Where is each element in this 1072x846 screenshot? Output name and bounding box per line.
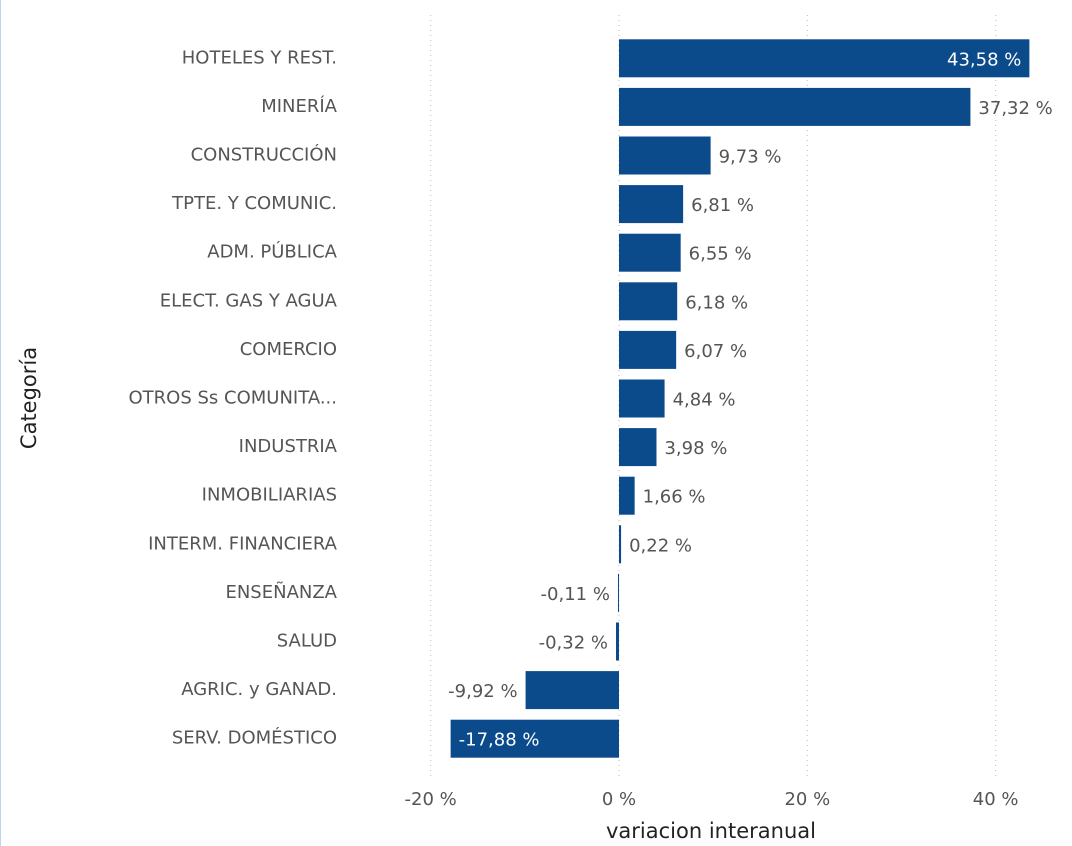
- bar: [619, 136, 711, 175]
- bar: [619, 87, 971, 126]
- y-tick-label: INTERM. FINANCIERA: [148, 533, 338, 554]
- y-tick-label: ELECT. GAS Y AGUA: [160, 290, 338, 311]
- data-label: 6,18 %: [685, 292, 748, 313]
- bar: [617, 573, 619, 612]
- y-tick-label: TPTE. Y COMUNIC.: [171, 193, 337, 214]
- x-tick-label: 20 %: [784, 789, 830, 810]
- bar: [619, 476, 635, 515]
- x-tick-label: -20 %: [405, 789, 457, 810]
- y-axis-title: Categoría: [17, 347, 41, 449]
- bar: [619, 185, 684, 224]
- y-tick-label: ENSEÑANZA: [225, 581, 337, 603]
- y-tick-label: HOTELES Y REST.: [182, 47, 337, 68]
- y-tick-label: CONSTRUCCIÓN: [191, 144, 337, 166]
- y-tick-label: SALUD: [277, 631, 337, 652]
- bar: [525, 671, 619, 710]
- bar: [619, 525, 622, 564]
- data-label: 9,73 %: [719, 147, 782, 168]
- y-tick-label: MINERÍA: [261, 95, 337, 117]
- bar: [619, 39, 1030, 78]
- bar: [450, 719, 619, 758]
- data-label: 37,32 %: [978, 98, 1052, 119]
- bar: [619, 233, 681, 272]
- data-label: -0,11 %: [541, 584, 610, 605]
- bar: [615, 622, 619, 661]
- y-tick-label: INMOBILIARIAS: [202, 485, 337, 506]
- bar: [619, 428, 657, 467]
- x-axis-title: variacion interanual: [606, 819, 816, 843]
- y-tick-label: INDUSTRIA: [239, 436, 338, 457]
- bar: [619, 379, 665, 418]
- data-label: 0,22 %: [629, 535, 692, 556]
- y-tick-label: OTROS Ss COMUNITA...: [129, 388, 338, 409]
- data-label: 6,07 %: [684, 341, 747, 362]
- data-label: 43,58 %: [947, 49, 1021, 70]
- data-label: 4,84 %: [673, 390, 736, 411]
- x-tick-label: 0 %: [602, 789, 636, 810]
- y-tick-label: ADM. PÚBLICA: [207, 241, 337, 263]
- data-label: 1,66 %: [643, 487, 706, 508]
- data-label: 3,98 %: [664, 438, 727, 459]
- y-tick-label: SERV. DOMÉSTICO: [172, 727, 337, 749]
- y-tick-label: AGRIC. y GANAD.: [181, 679, 337, 700]
- data-label: -0,32 %: [539, 633, 608, 654]
- bar: [619, 330, 677, 369]
- data-label: 6,81 %: [691, 195, 754, 216]
- data-label: -17,88 %: [459, 730, 540, 751]
- bar: [619, 282, 678, 321]
- x-tick-label: 40 %: [973, 789, 1019, 810]
- data-label: -9,92 %: [448, 681, 517, 702]
- data-label: 6,55 %: [689, 244, 752, 265]
- y-tick-label: COMERCIO: [240, 339, 337, 360]
